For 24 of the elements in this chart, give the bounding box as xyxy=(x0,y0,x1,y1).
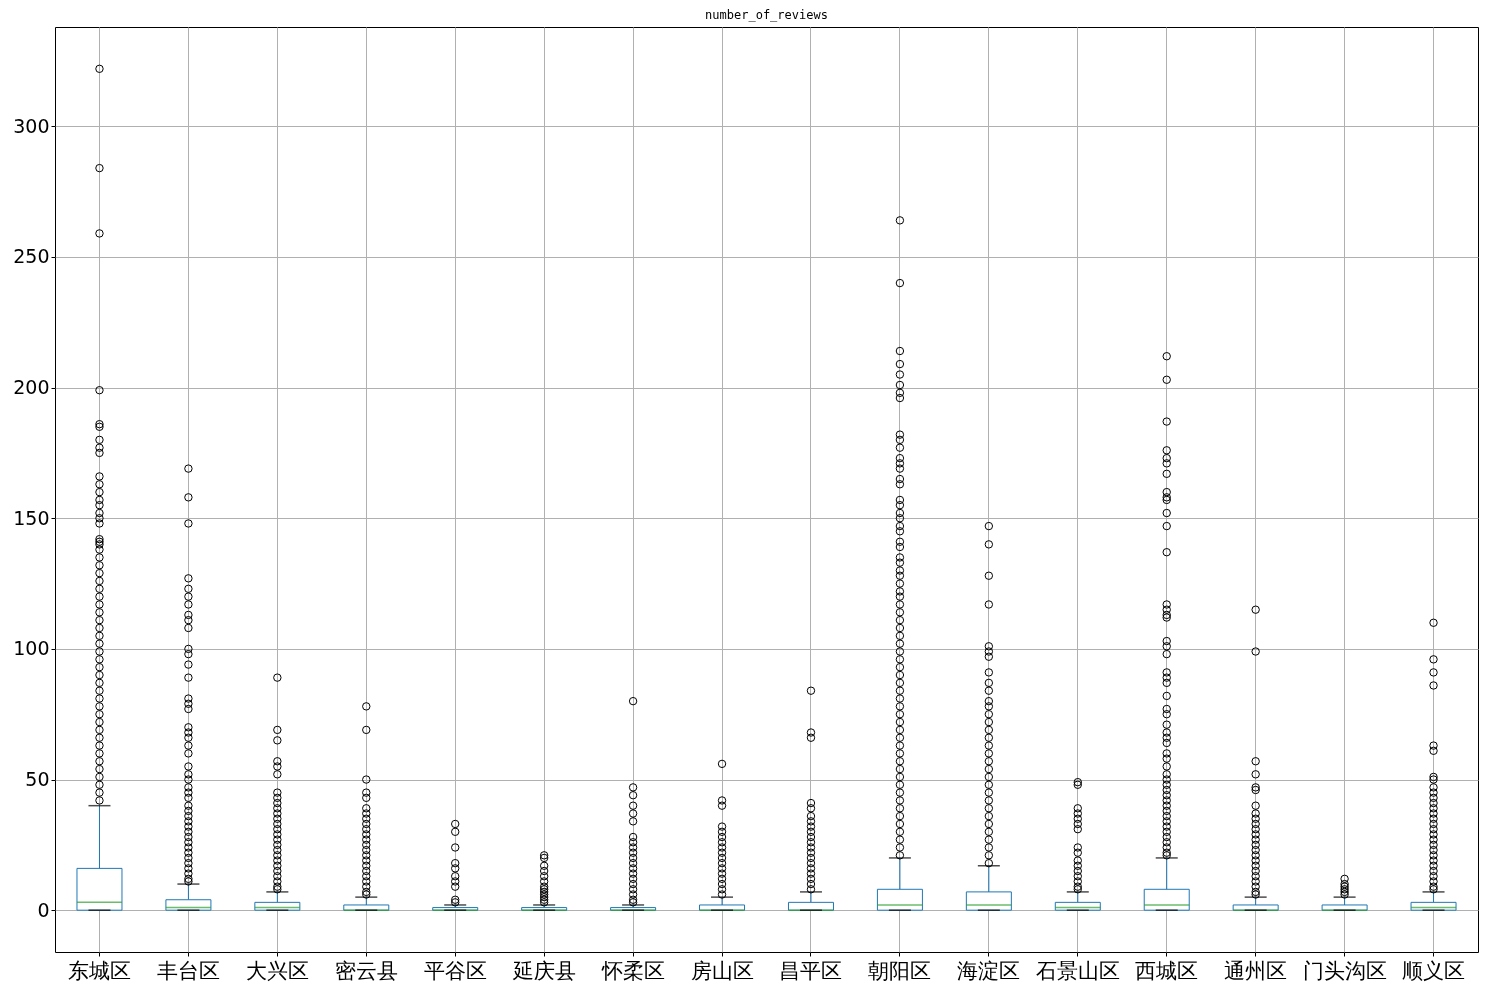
x-tick-label: 海淀区 xyxy=(957,958,1021,983)
y-tick-label: 50 xyxy=(25,768,50,791)
x-tick-label: 昌平区 xyxy=(779,958,843,983)
x-tick-label: 平谷区 xyxy=(423,958,487,983)
x-tick-label: 丰台区 xyxy=(156,958,220,983)
x-tick-label: 西城区 xyxy=(1135,958,1199,983)
x-tick-label: 怀柔区 xyxy=(600,958,665,983)
x-tick-label: 朝阳区 xyxy=(868,958,932,983)
x-tick-label: 通州区 xyxy=(1224,958,1288,983)
x-tick-label: 东城区 xyxy=(67,958,131,983)
x-tick-label: 门头沟区 xyxy=(1302,958,1387,983)
x-tick-label: 大兴区 xyxy=(245,958,309,983)
x-tick-label: 密云县 xyxy=(334,958,398,983)
x-tick-label: 顺义区 xyxy=(1402,958,1466,983)
x-tick-label: 房山区 xyxy=(690,958,754,983)
y-tick-label: 0 xyxy=(37,898,50,921)
y-tick-label: 100 xyxy=(13,637,50,660)
y-tick-label: 150 xyxy=(13,506,50,529)
y-tick-label: 200 xyxy=(13,376,50,399)
x-tick-label: 延庆县 xyxy=(511,958,576,983)
x-tick-label: 石景山区 xyxy=(1035,958,1120,983)
chart-title: number_of_reviews xyxy=(705,8,828,22)
y-tick-label: 300 xyxy=(13,114,50,137)
y-tick-label: 250 xyxy=(13,245,50,268)
